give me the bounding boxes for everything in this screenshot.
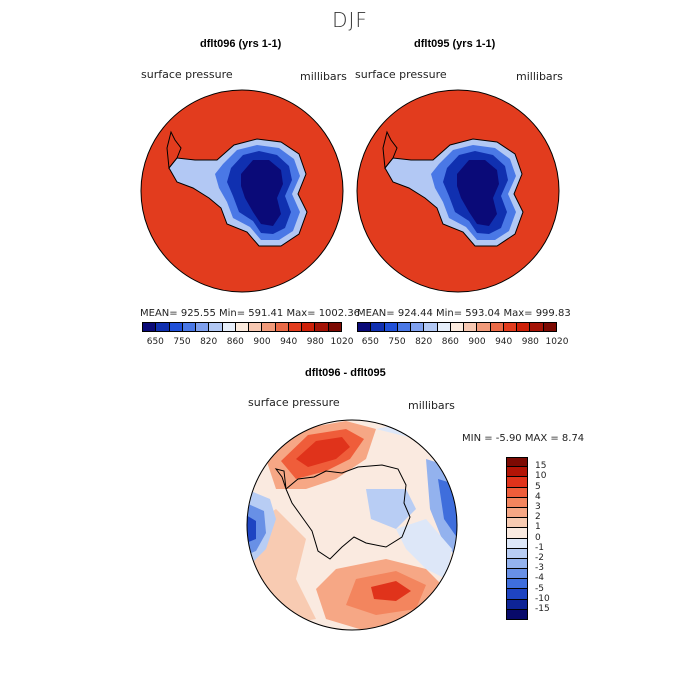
diff-colorbar-swatch xyxy=(506,589,528,600)
diff-colorbar-label: 1 xyxy=(535,522,541,533)
colorbar-swatch xyxy=(503,323,518,331)
colorbar-swatch xyxy=(328,323,341,331)
colorbar-tick-label: 860 xyxy=(226,337,244,347)
diff-colorbar-label: -1 xyxy=(535,542,544,553)
diff-colorbar-label: -10 xyxy=(535,593,550,604)
colorbar-swatch xyxy=(209,323,223,331)
panel2-colorbar xyxy=(357,322,557,332)
panel2-map xyxy=(356,89,560,293)
colorbar-tick-label: 860 xyxy=(441,337,459,347)
colorbar-swatch xyxy=(424,323,438,331)
diff-colorbar-label: 5 xyxy=(535,481,541,492)
colorbar-swatch xyxy=(182,323,197,331)
colorbar-swatch xyxy=(543,323,556,331)
diff-colorbar-swatch xyxy=(506,487,528,498)
colorbar-swatch xyxy=(490,323,504,331)
colorbar-swatch xyxy=(156,323,170,331)
colorbar-swatch xyxy=(275,323,289,331)
colorbar-swatch xyxy=(530,323,544,331)
diff-title: dflt096 - dflt095 xyxy=(305,367,386,379)
diff-colorbar-label: 15 xyxy=(535,461,547,472)
panel2-title: dflt095 (yrs 1-1) xyxy=(414,38,496,50)
diff-map xyxy=(246,419,458,631)
colorbar-tick-label: 980 xyxy=(306,337,324,347)
diff-colorbar-label: -3 xyxy=(535,563,544,574)
diff-colorbar-label: 10 xyxy=(535,471,547,482)
panel1-map xyxy=(140,89,344,293)
diff-colorbar-label: -5 xyxy=(535,583,544,594)
colorbar-swatch xyxy=(358,323,372,331)
colorbar-swatch xyxy=(288,323,303,331)
panel2-field: surface pressure xyxy=(355,68,447,81)
diff-colorbar-swatch xyxy=(506,518,528,529)
colorbar-swatch xyxy=(477,323,491,331)
panel2-colorbar-ticks: 650 750 820 860 900 940 980 1020 xyxy=(357,337,569,349)
diff-colorbar-swatch xyxy=(506,558,528,570)
colorbar-swatch xyxy=(302,323,316,331)
colorbar-tick-label: 1020 xyxy=(330,337,354,347)
panel1-stats: MEAN= 925.55 Min= 591.41 Max= 1002.36 xyxy=(140,308,361,319)
colorbar-tick-label: 980 xyxy=(521,337,539,347)
colorbar-swatch xyxy=(235,323,250,331)
colorbar-tick-label: 750 xyxy=(388,337,406,347)
diff-colorbar-label: 2 xyxy=(535,512,541,523)
panel1-field: surface pressure xyxy=(141,68,233,81)
diff-colorbar-label: -2 xyxy=(535,553,544,563)
diff-stats: MIN = -5.90 MAX = 8.74 xyxy=(462,433,585,444)
colorbar-tick-label: 750 xyxy=(173,337,191,347)
diff-colorbar xyxy=(506,457,528,620)
diff-colorbar-swatch xyxy=(506,528,528,539)
diff-field: surface pressure xyxy=(248,396,340,409)
panel1-colorbar xyxy=(142,322,342,332)
colorbar-swatch xyxy=(464,323,478,331)
colorbar-tick-label: 1020 xyxy=(545,337,569,347)
colorbar-tick-label: 900 xyxy=(468,337,486,347)
diff-colorbar-swatch xyxy=(506,497,528,508)
diff-colorbar-label: 3 xyxy=(535,502,541,512)
colorbar-tick-label: 940 xyxy=(280,337,298,347)
colorbar-swatch xyxy=(371,323,385,331)
panel1-units: millibars xyxy=(300,70,347,83)
colorbar-swatch xyxy=(222,323,236,331)
colorbar-swatch xyxy=(450,323,465,331)
colorbar-swatch xyxy=(397,323,412,331)
panel2-units: millibars xyxy=(516,70,563,83)
colorbar-swatch xyxy=(384,323,398,331)
diff-colorbar-label: 4 xyxy=(535,491,541,502)
panel1-colorbar-ticks: 650 750 820 860 900 940 980 1020 xyxy=(142,337,354,349)
diff-colorbar-swatch xyxy=(506,579,528,590)
diff-colorbar-swatch xyxy=(506,507,528,519)
panel1-title: dflt096 (yrs 1-1) xyxy=(200,38,282,50)
colorbar-swatch xyxy=(315,323,329,331)
panel2-stats: MEAN= 924.44 Min= 593.04 Max= 999.83 xyxy=(357,308,571,319)
colorbar-tick-label: 820 xyxy=(415,337,433,347)
diff-colorbar-swatch xyxy=(506,609,528,620)
diff-colorbar-label: 0 xyxy=(535,532,541,543)
colorbar-tick-label: 650 xyxy=(361,337,379,347)
diff-colorbar-swatch xyxy=(506,457,528,468)
colorbar-tick-label: 820 xyxy=(200,337,218,347)
diff-colorbar-swatch xyxy=(506,467,528,478)
diff-colorbar-swatch xyxy=(506,569,528,580)
colorbar-swatch xyxy=(169,323,183,331)
diff-colorbar-swatch xyxy=(506,599,528,610)
colorbar-tick-label: 940 xyxy=(495,337,513,347)
colorbar-swatch xyxy=(143,323,157,331)
colorbar-swatch xyxy=(517,323,531,331)
antarctica-outline xyxy=(285,464,411,560)
colorbar-swatch xyxy=(411,323,425,331)
colorbar-swatch xyxy=(196,323,210,331)
colorbar-swatch xyxy=(262,323,276,331)
diff-colorbar-swatch xyxy=(506,477,528,488)
season-title: DJF xyxy=(332,8,368,32)
colorbar-swatch xyxy=(249,323,263,331)
diff-units: millibars xyxy=(408,399,455,412)
diff-colorbar-swatch xyxy=(506,538,528,549)
diff-colorbar-label: -4 xyxy=(535,573,544,584)
colorbar-tick-label: 650 xyxy=(146,337,164,347)
colorbar-swatch xyxy=(437,323,451,331)
colorbar-tick-label: 900 xyxy=(253,337,271,347)
diff-colorbar-label: -15 xyxy=(535,604,550,614)
diff-colorbar-swatch xyxy=(506,548,528,559)
